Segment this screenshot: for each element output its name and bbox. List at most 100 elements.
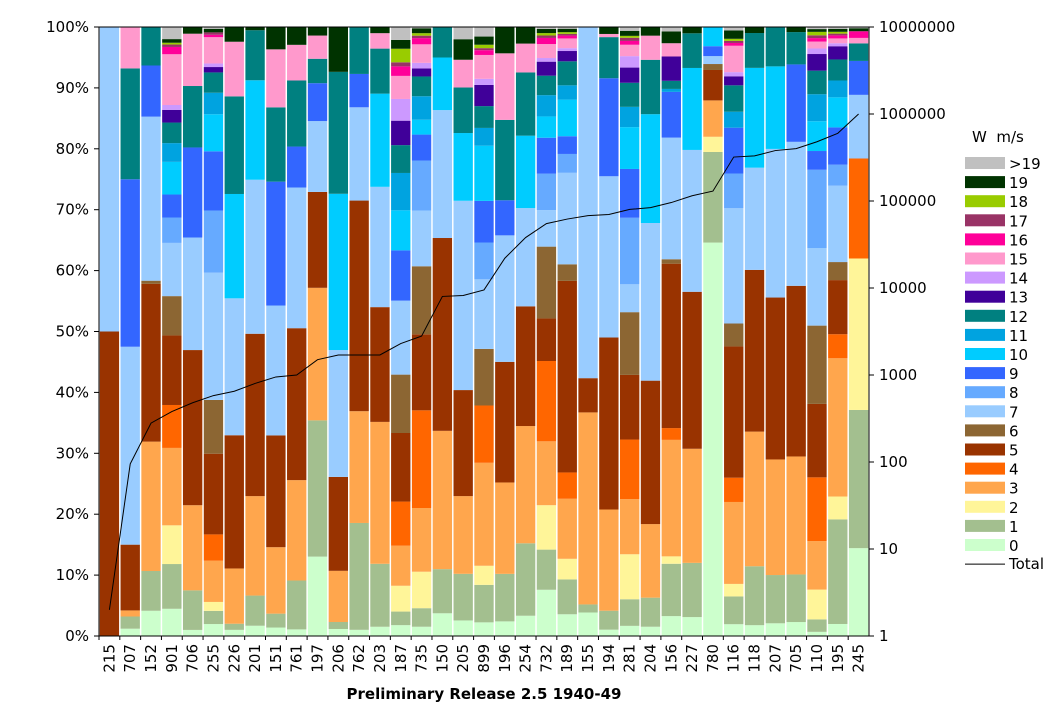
bar-segment-780-w6 — [703, 64, 723, 70]
bar-segment-226-w19 — [224, 27, 244, 42]
bar-segment-899-w16 — [474, 50, 494, 55]
x-tick-label: 196 — [496, 644, 514, 673]
bar-segment-255-w16 — [203, 34, 224, 38]
bar-segment-189-wgt19 — [557, 27, 577, 29]
bars-layer — [99, 27, 869, 636]
bar-segment-227-w1 — [682, 562, 702, 618]
bar-segment-189-w0 — [557, 614, 577, 636]
right-tick-label: 10000000 — [879, 18, 955, 36]
bar-segment-281-w18 — [620, 35, 640, 38]
bar-segment-110-w9 — [807, 151, 827, 170]
bar-segment-732-w16 — [536, 37, 557, 45]
x-tick-label: 194 — [600, 644, 618, 673]
bar-segment-254-w19 — [515, 27, 536, 44]
bar-segment-705-w9 — [786, 64, 806, 142]
bar-segment-207-w1 — [765, 575, 786, 624]
bar-segment-201-w10 — [245, 80, 265, 180]
bar-segment-780-w0 — [703, 242, 723, 636]
bar-segment-735-w16 — [411, 38, 432, 45]
bar-segment-901-w0 — [162, 608, 182, 636]
bar-segment-195-w18 — [828, 31, 848, 34]
bar-segment-215-w5 — [99, 331, 120, 636]
legend-swatch-9 — [965, 367, 1005, 380]
bar-segment-187-w5 — [391, 433, 411, 502]
right-tick-label: 10 — [879, 540, 898, 558]
x-tick-label: 116 — [725, 644, 743, 673]
bar-segment-110-w12 — [807, 70, 827, 95]
bar-segment-735-w1 — [411, 608, 432, 627]
bar-segment-281-w2 — [620, 554, 640, 600]
bar-segment-187-w13 — [391, 120, 411, 146]
bar-segment-706-w0 — [182, 629, 203, 636]
left-tick-label: 80% — [56, 140, 89, 158]
bar-segment-735-w9 — [411, 134, 432, 161]
bar-segment-281-w13 — [620, 67, 640, 83]
legend-swatch-11 — [965, 328, 1005, 341]
bar-segment-732-w0 — [536, 589, 557, 636]
legend-label: 14 — [1009, 270, 1028, 288]
bar-segment-118-w0 — [744, 625, 765, 636]
x-tick-label: 207 — [766, 644, 784, 673]
bar-segment-194-w19 — [599, 27, 619, 34]
bar-segment-205-w19 — [453, 39, 473, 60]
bar-segment-156-w15 — [661, 43, 681, 57]
bar-segment-156-w0 — [661, 616, 681, 636]
bar-segment-116-w3 — [724, 501, 744, 584]
bar-segment-254-w7 — [515, 208, 536, 307]
bar-segment-189-w14 — [557, 48, 577, 52]
bar-segment-255-w17 — [203, 32, 224, 35]
bar-segment-204-w5 — [640, 380, 661, 525]
bar-segment-245-w9 — [848, 60, 869, 95]
bar-segment-901-w1 — [162, 564, 182, 609]
bar-segment-156-wgt19 — [661, 27, 681, 32]
bar-segment-116-w9 — [724, 127, 744, 174]
bar-segment-194-w7 — [599, 176, 619, 338]
bar-segment-255-w11 — [203, 92, 224, 115]
bar-segment-187-w19 — [391, 39, 411, 49]
bar-segment-195-w3 — [828, 358, 848, 497]
legend-swatch-18 — [965, 195, 1005, 208]
bar-segment-206-w10 — [328, 193, 348, 351]
bar-segment-732-w15 — [536, 44, 557, 59]
legend-label: 2 — [1009, 499, 1019, 517]
legend-swatch-7 — [965, 405, 1005, 418]
bar-segment-281-w19 — [620, 30, 640, 36]
bar-segment-194-w1 — [599, 610, 619, 630]
bar-segment-151-w12 — [266, 107, 286, 182]
bar-segment-255-w10 — [203, 114, 224, 152]
bar-segment-204-w12 — [640, 59, 661, 115]
bar-segment-189-w16 — [557, 35, 577, 39]
bar-segment-156-w11 — [661, 88, 681, 92]
legend-label: 6 — [1009, 422, 1019, 440]
bar-segment-206-w0 — [328, 628, 348, 636]
bar-segment-226-w1 — [224, 623, 244, 630]
bar-segment-110-w10 — [807, 121, 827, 152]
bar-segment-189-w10 — [557, 99, 577, 137]
bar-segment-245-w1 — [848, 409, 869, 549]
left-tick-label: 70% — [56, 201, 89, 219]
bar-segment-255-w6 — [203, 399, 224, 454]
bar-segment-732-w18 — [536, 33, 557, 36]
bar-segment-732-w1 — [536, 549, 557, 590]
bar-segment-226-w7 — [224, 298, 244, 436]
bar-segment-204-w19 — [640, 27, 661, 36]
bar-segment-116-w6 — [724, 323, 744, 347]
bar-segment-197-w15 — [307, 35, 328, 59]
bar-segment-197-w3 — [307, 287, 328, 421]
bar-segment-207-w5 — [765, 297, 786, 460]
x-tick-label: 203 — [371, 644, 389, 673]
bar-segment-206-w5 — [328, 476, 348, 571]
legend-swatch-0 — [965, 539, 1005, 551]
bar-segment-707-w3 — [120, 610, 140, 617]
bar-segment-194-w15 — [599, 33, 619, 38]
bar-segment-150-w5 — [432, 238, 453, 431]
x-tick-label: 227 — [683, 644, 701, 673]
bar-segment-899-w15 — [474, 54, 494, 79]
bar-segment-245-w12 — [848, 43, 869, 61]
bar-segment-899-w6 — [474, 348, 494, 406]
bar-segment-196-w15 — [495, 53, 515, 120]
bar-segment-245-w4 — [848, 158, 869, 259]
bar-segment-150-w7 — [432, 110, 453, 238]
x-tick-label: 201 — [246, 644, 264, 673]
bar-segment-187-w9 — [391, 250, 411, 301]
